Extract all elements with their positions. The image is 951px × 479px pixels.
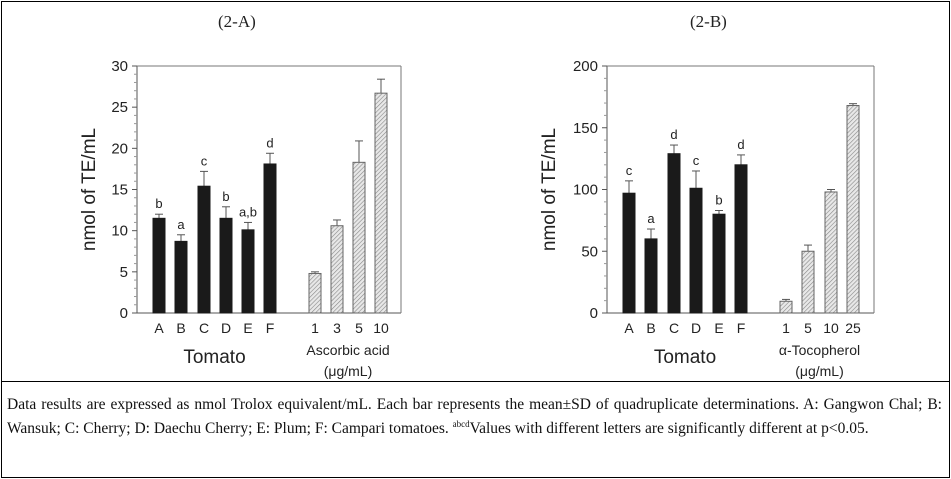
x-tick-label: F	[266, 320, 275, 336]
x-tick-label: 3	[333, 320, 341, 336]
y-axis-label: nmol of TE/mL	[79, 128, 100, 251]
bar-E	[241, 229, 255, 314]
x-tick-label: C	[669, 320, 679, 336]
y-tick-label: 0	[590, 305, 598, 322]
y-tick-label: 10	[111, 223, 128, 240]
x-tick-label: F	[737, 320, 746, 336]
x-tick-label: D	[691, 320, 701, 336]
bar-F	[734, 164, 748, 314]
y-axis-label: nmol of TE/mL	[539, 128, 560, 251]
x-tick-label: B	[176, 320, 185, 336]
bar-10	[824, 191, 838, 314]
x-tick-label: A	[624, 320, 634, 336]
y-tick-label: 20	[111, 140, 128, 157]
significance-letter: d	[737, 137, 744, 152]
bar-1	[779, 300, 793, 314]
significance-letter: a	[177, 217, 185, 232]
group-unit-label: (μg/mL)	[795, 363, 844, 379]
y-tick-label: 200	[573, 58, 598, 75]
x-tick-label: C	[199, 320, 209, 336]
y-tick-label: 15	[111, 182, 128, 199]
group-label: α-Tocopherol	[779, 342, 860, 358]
figure-caption: Data results are expressed as nmol Trolo…	[7, 393, 942, 441]
bar-B	[174, 240, 188, 314]
bar-E	[712, 213, 726, 314]
x-tick-label: 5	[355, 320, 363, 336]
panel-title-2b: (2-B)	[690, 12, 727, 31]
x-tick-label: B	[646, 320, 655, 336]
y-tick-label: 0	[120, 305, 128, 322]
x-tick-label: 25	[845, 320, 861, 336]
significance-letter: b	[155, 196, 162, 211]
significance-letter: c	[693, 153, 700, 168]
x-tick-label: 5	[804, 320, 812, 336]
x-tick-label: E	[243, 320, 252, 336]
x-tick-label: E	[714, 320, 723, 336]
y-tick-label: 150	[573, 120, 598, 137]
x-tick-label: 10	[373, 320, 389, 336]
x-tick-label: 1	[311, 320, 319, 336]
bar-A	[152, 217, 166, 314]
caption-note: Values with different letters are signif…	[469, 420, 869, 437]
bar-D	[689, 187, 703, 314]
y-tick-label: 50	[581, 243, 598, 260]
bar-5	[801, 250, 815, 314]
y-tick-label: 100	[573, 182, 598, 199]
bar-F	[263, 163, 277, 314]
bar-D	[219, 217, 233, 314]
group-label: Ascorbic acid	[306, 342, 389, 358]
group-label: Tomato	[183, 347, 245, 368]
significance-letter: a,b	[239, 204, 257, 219]
y-tick-label: 25	[111, 99, 128, 116]
significance-letter: a	[647, 211, 655, 226]
caption-superscript: abcd	[452, 419, 470, 429]
y-tick-label: 30	[111, 58, 128, 75]
x-tick-label: 10	[823, 320, 839, 336]
bar-1	[308, 272, 322, 314]
bar-25	[846, 105, 860, 314]
bar-C	[197, 185, 211, 314]
bar-3	[330, 225, 344, 314]
group-unit-label: (μg/mL)	[324, 363, 373, 379]
bar-C	[667, 153, 681, 314]
x-tick-label: 1	[782, 320, 790, 336]
x-tick-label: A	[154, 320, 164, 336]
bar-5	[352, 161, 366, 314]
bar-10	[374, 92, 388, 314]
significance-letter: d	[266, 135, 273, 150]
significance-letter: c	[626, 163, 633, 178]
bar-A	[622, 192, 636, 314]
x-tick-label: D	[221, 320, 231, 336]
significance-letter: b	[715, 192, 722, 207]
group-label: Tomato	[654, 347, 716, 368]
caption-divider	[1, 381, 949, 382]
panel-title-2a: (2-A)	[218, 12, 256, 31]
significance-letter: b	[222, 189, 229, 204]
y-tick-label: 5	[120, 264, 128, 281]
significance-letter: c	[201, 153, 208, 168]
bar-B	[644, 238, 658, 314]
caption-text: Data results are expressed as nmol Trolo…	[7, 396, 942, 437]
significance-letter: d	[670, 127, 677, 142]
